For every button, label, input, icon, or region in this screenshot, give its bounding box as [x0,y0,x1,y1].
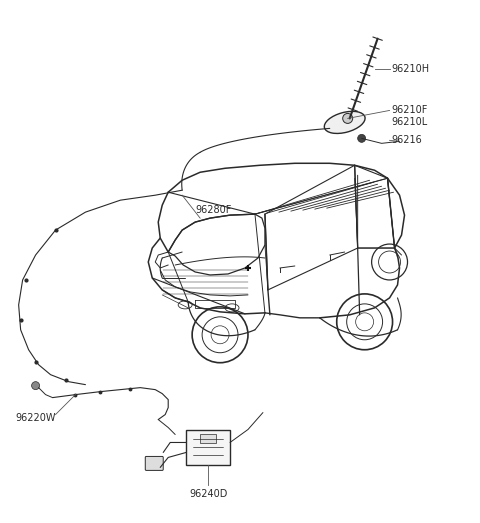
Text: 96216: 96216 [392,135,422,145]
Text: 96210H: 96210H [392,64,430,74]
Bar [186,429,230,465]
Text: 96220W: 96220W [16,413,56,423]
Circle shape [343,113,353,123]
Circle shape [32,382,39,390]
Text: 96280F: 96280F [195,205,231,215]
Circle shape [358,134,366,142]
FancyBboxPatch shape [145,457,163,470]
Bar [200,434,216,444]
Text: 96210F: 96210F [392,106,428,116]
Text: 96210L: 96210L [392,117,428,128]
Ellipse shape [324,111,365,133]
Text: 96240D: 96240D [189,490,228,499]
